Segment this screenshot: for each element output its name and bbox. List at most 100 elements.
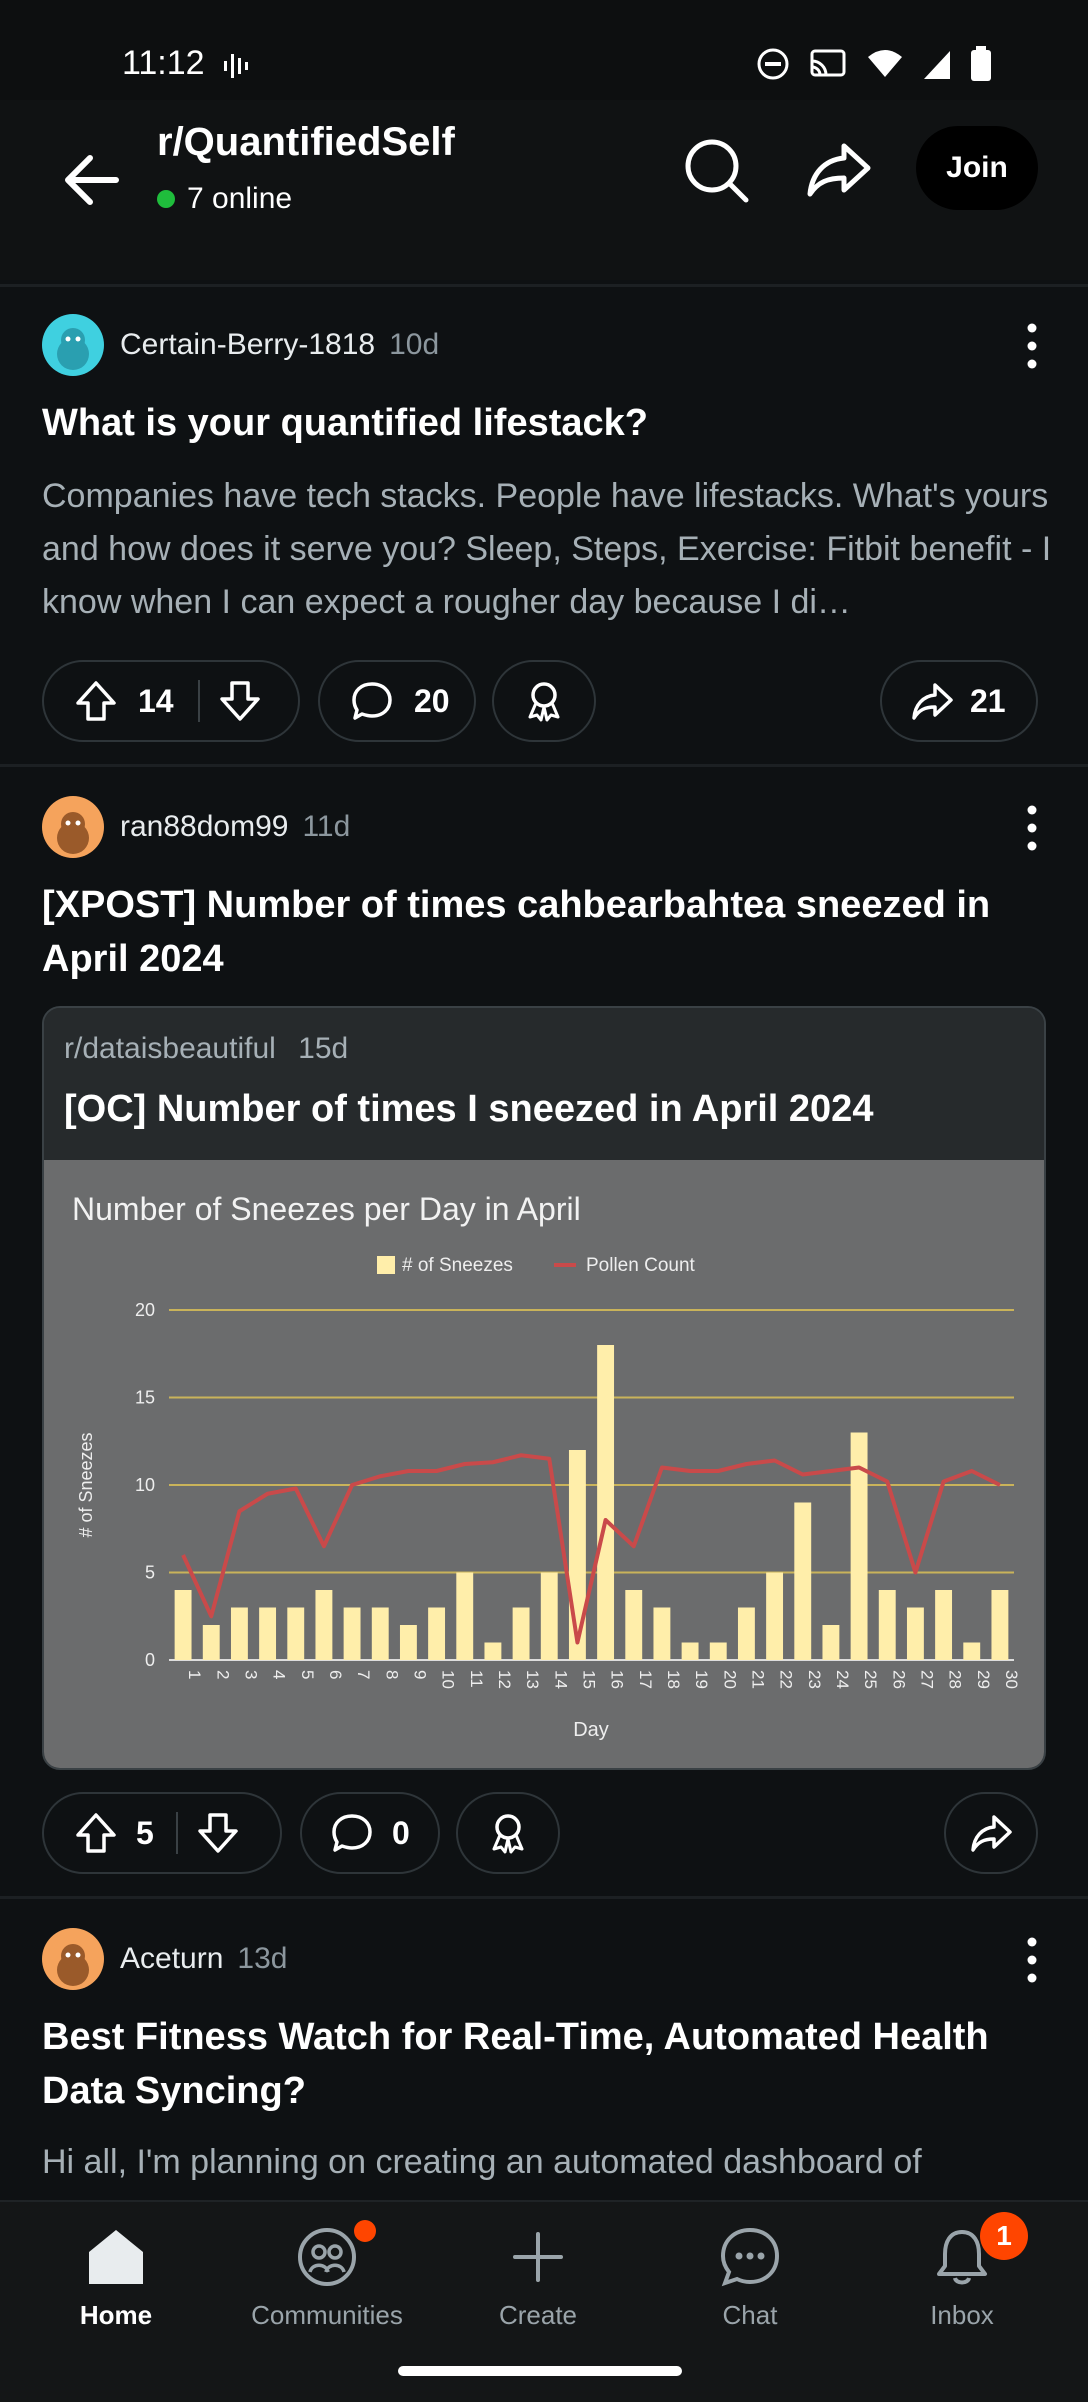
vote-separator	[197, 680, 200, 722]
post-author[interactable]: ran88dom99 11d	[120, 810, 350, 844]
post-author[interactable]: Aceturn 13d	[120, 1942, 287, 1976]
award-button[interactable]	[456, 1792, 560, 1874]
x-tick-label: 8	[382, 1670, 401, 1679]
x-tick-label: 9	[410, 1670, 429, 1679]
bar-sneezes	[568, 1450, 586, 1660]
post-author[interactable]: Certain-Berry-1818 10d	[120, 328, 439, 362]
y-axis-label: # of Sneezes	[76, 1432, 96, 1537]
crosspost-embed[interactable]: r/dataisbeautiful 15d [OC] Number of tim…	[42, 1006, 1046, 1770]
share-button[interactable]: 21	[880, 660, 1038, 742]
bar-sneezes	[794, 1502, 812, 1660]
join-button[interactable]: Join	[916, 126, 1038, 210]
comment-icon	[332, 1814, 372, 1852]
online-label: 7 online	[187, 182, 293, 215]
bar-sneezes	[737, 1607, 755, 1660]
x-tick-label: 16	[608, 1670, 627, 1689]
x-tick-label: 20	[720, 1670, 739, 1689]
post-title[interactable]: [XPOST] Number of times cahbearbahtea sn…	[42, 884, 991, 980]
comments-button[interactable]: 20	[318, 660, 476, 742]
nav-home[interactable]: Home	[16, 2222, 216, 2331]
post-body[interactable]: Companies have tech stacks. People have …	[42, 477, 1052, 621]
author-name[interactable]: Certain-Berry-1818	[120, 328, 376, 361]
bar-sneezes	[681, 1642, 699, 1660]
bar-sneezes	[935, 1590, 953, 1660]
nav-inbox[interactable]: Inbox	[862, 2222, 1062, 2331]
share-count: 21	[970, 682, 1006, 719]
more-options-icon[interactable]	[1012, 316, 1052, 376]
nav-create[interactable]: Create	[438, 2222, 638, 2331]
x-tick-label: 2	[213, 1670, 232, 1679]
communities-notification-dot	[354, 2220, 376, 2242]
post-title[interactable]: What is your quantified lifestack?	[42, 402, 648, 444]
y-tick-label: 5	[145, 1563, 155, 1583]
x-tick-label: 6	[326, 1670, 345, 1679]
nav-communities-label: Communities	[251, 2300, 403, 2330]
bar-sneezes	[653, 1607, 671, 1660]
bar-sneezes	[287, 1607, 305, 1660]
sneeze-chart: Number of Sneezes per Day in April # of S…	[72, 1191, 1021, 1741]
post-age: 13d	[237, 1942, 288, 1975]
upvote-icon[interactable]	[74, 679, 118, 723]
x-tick-label: 12	[495, 1670, 514, 1689]
cast-icon	[810, 49, 846, 77]
downvote-icon[interactable]	[218, 679, 262, 723]
avatar[interactable]	[42, 314, 104, 376]
x-tick-label: 25	[861, 1670, 880, 1689]
bar-sneezes	[878, 1590, 896, 1660]
nav-chat-label: Chat	[722, 2300, 778, 2330]
x-tick-label: 23	[805, 1670, 824, 1689]
x-tick-label: 11	[467, 1670, 486, 1688]
author-name[interactable]: Aceturn	[120, 1942, 224, 1975]
share-icon	[912, 683, 953, 720]
communities-icon	[298, 2228, 356, 2286]
upvote-icon[interactable]	[74, 1811, 118, 1855]
subreddit-name: r/QuantifiedSelf	[157, 120, 455, 164]
back-arrow-icon[interactable]	[56, 140, 136, 220]
x-tick-label: 13	[523, 1670, 542, 1689]
x-tick-label: 29	[974, 1670, 993, 1689]
gesture-bar	[398, 2366, 682, 2376]
bar-sneezes	[625, 1590, 643, 1660]
x-tick-label: 7	[354, 1670, 373, 1679]
nav-communities[interactable]: Communities	[227, 2222, 427, 2331]
author-name[interactable]: ran88dom99	[120, 810, 289, 843]
y-tick-label: 0	[145, 1650, 155, 1670]
nav-chat[interactable]: Chat	[650, 2222, 850, 2331]
x-tick-label: 26	[889, 1670, 908, 1689]
more-options-icon[interactable]	[1012, 1930, 1052, 1990]
bar-sneezes	[371, 1607, 389, 1660]
search-icon[interactable]	[676, 130, 756, 210]
wifi-icon	[868, 50, 902, 77]
bar-sneezes	[428, 1607, 446, 1660]
more-options-icon[interactable]	[1012, 798, 1052, 858]
status-icons	[756, 46, 992, 82]
share-button[interactable]	[944, 1792, 1038, 1874]
upvote-count: 14	[138, 682, 174, 719]
crosspost-subreddit[interactable]: r/dataisbeautiful	[64, 1032, 276, 1065]
post-title[interactable]: Best Fitness Watch for Real-Time, Automa…	[42, 2016, 989, 2112]
x-tick-label: 1	[185, 1670, 204, 1679]
post-age: 10d	[389, 328, 440, 361]
home-icon	[89, 2230, 143, 2284]
crosspost-title[interactable]: [OC] Number of times I sneezed in April …	[64, 1088, 874, 1130]
x-tick-label: 14	[551, 1670, 570, 1689]
downvote-icon[interactable]	[196, 1811, 240, 1855]
avatar[interactable]	[42, 1928, 104, 1990]
share-arrow-icon[interactable]	[800, 130, 880, 210]
bar-sneezes	[850, 1432, 868, 1660]
bar-sneezes	[709, 1642, 727, 1660]
snoo-avatar-icon	[57, 328, 89, 370]
do-not-disturb-icon	[757, 48, 789, 80]
crosspost-source[interactable]: r/dataisbeautiful 15d	[64, 1032, 348, 1066]
x-tick-label: 30	[1002, 1670, 1021, 1689]
post-body[interactable]: Hi all, I'm planning on creating an auto…	[42, 2143, 922, 2181]
award-button[interactable]	[492, 660, 596, 742]
legend-label-pollen: Pollen Count	[586, 1255, 696, 1276]
online-count: 7 online	[157, 182, 292, 216]
comments-button[interactable]: 0	[300, 1792, 440, 1874]
bar-sneezes	[540, 1572, 558, 1660]
online-dot	[157, 190, 175, 208]
avatar[interactable]	[42, 796, 104, 858]
x-tick-label: 22	[777, 1670, 796, 1689]
chart-image[interactable]: Number of Sneezes per Day in April # of S…	[44, 1160, 1044, 1768]
